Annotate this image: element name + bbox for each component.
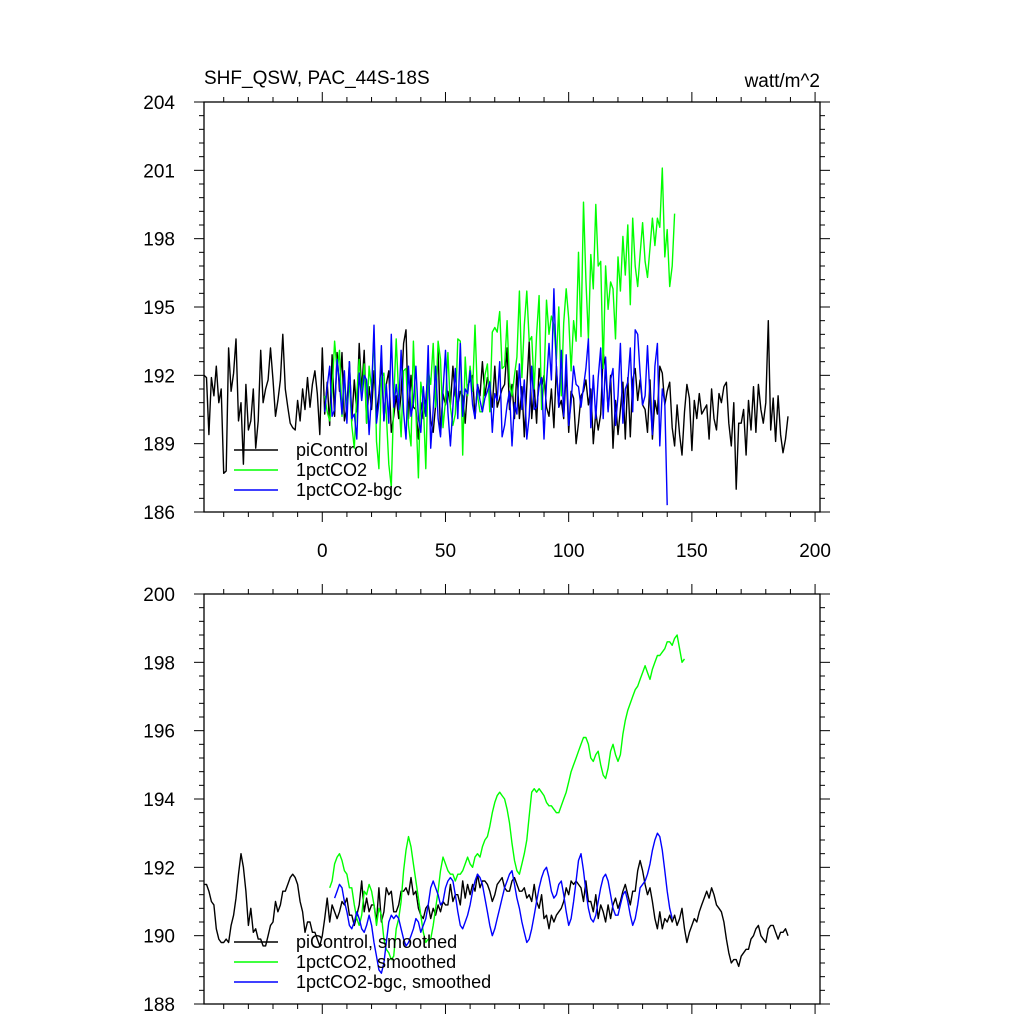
panel1-legend-label: 1pctCO2-bgc, smoothed	[296, 972, 491, 992]
panel0-ytick-label: 204	[143, 93, 175, 114]
panel1-ytick-label: 194	[143, 790, 175, 811]
panel1-series-picontrol-smoothed	[204, 853, 789, 968]
panel0-ytick-label: 192	[143, 366, 175, 387]
panel1-legend-label: piControl, smoothed	[296, 932, 457, 952]
chart-title: SHF_QSW, PAC_44S-18S	[204, 68, 430, 89]
panel1-series-1pctco2-bgc-smoothed	[333, 832, 673, 974]
panel0-series-picontrol	[203, 320, 789, 490]
panel1-legend-label: 1pctCO2, smoothed	[296, 952, 456, 972]
panel1-ytick-label: 196	[143, 722, 175, 743]
panel-smoothed: 188 190 192 194 196 198 200 piControl, smoothed…	[143, 584, 830, 1016]
panel1-ytick-label: 188	[143, 995, 175, 1016]
panel0-ytick-label: 189	[143, 435, 175, 456]
panel0-ytick-label: 201	[143, 161, 175, 182]
panel0-ytick-label: 198	[143, 230, 175, 251]
panel1-ytick-label: 192	[143, 858, 175, 879]
panel0-ytick-label: 186	[143, 503, 175, 524]
panel0-xtick-label: 50	[435, 541, 456, 562]
panel0-xtick-label: 0	[317, 541, 328, 562]
panel-annual: 0 50 100 150 200 186 189 192 195 198 201 204 piContr…	[143, 92, 831, 562]
panel0-xtick-label: 150	[676, 541, 708, 562]
panel0-series-1pctco2-bgc	[324, 288, 668, 506]
panel1-ytick-label: 190	[143, 927, 175, 948]
panel1-ytick-label: 198	[143, 653, 175, 674]
panel0-xtick-label: 200	[799, 541, 831, 562]
panel0-legend-label: piControl	[296, 440, 368, 460]
panel0-ytick-label: 195	[143, 298, 175, 319]
panel1-ytick-label: 200	[143, 585, 175, 606]
chart-units: watt/m^2	[744, 71, 820, 92]
panel0-legend-label: 1pctCO2	[296, 460, 367, 480]
panel0-legend-label: 1pctCO2-bgc	[296, 480, 402, 500]
panel0-xtick-label: 100	[553, 541, 585, 562]
panel1-series-1pctco2-smoothed	[329, 634, 686, 961]
panel0-series-1pctco2	[324, 167, 676, 488]
